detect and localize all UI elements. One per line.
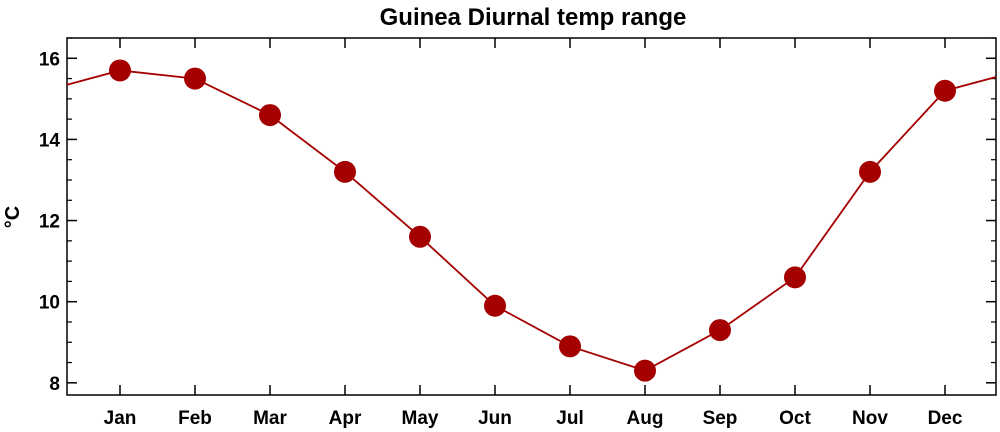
data-markers	[109, 59, 956, 382]
data-point-aug	[634, 359, 656, 382]
y-axis-label: °C	[2, 206, 24, 228]
data-point-oct	[784, 266, 806, 289]
x-tick-label: Sep	[703, 408, 738, 429]
axis-ticks	[67, 37, 996, 395]
data-point-jun	[484, 294, 506, 317]
x-tick-label: Dec	[928, 408, 963, 429]
data-point-jul	[559, 335, 581, 358]
data-point-may	[409, 225, 431, 248]
data-point-mar	[259, 104, 281, 127]
y-tick-label: 10	[39, 293, 60, 314]
x-tick-label: Jun	[478, 408, 512, 429]
data-point-nov	[859, 160, 881, 183]
x-tick-label: Oct	[779, 408, 811, 429]
y-tick-label: 12	[39, 212, 60, 233]
chart-title: Guinea Diurnal temp range	[380, 4, 687, 31]
x-tick-label: Apr	[329, 408, 362, 429]
x-tick-label: Jul	[556, 408, 583, 429]
y-tick-label: 8	[49, 374, 60, 395]
x-tick-label: Nov	[852, 408, 888, 429]
x-tick-label: May	[402, 408, 439, 429]
plot-frame	[66, 37, 997, 396]
y-tick-labels: 8 10 12 14 16	[39, 49, 61, 395]
x-tick-label: Jan	[104, 408, 137, 429]
x-tick-labels: Jan Feb Mar Apr May Jun Jul Aug Sep Oct Nov Dec	[104, 408, 963, 429]
x-tick-label: Mar	[253, 408, 287, 429]
data-point-apr	[334, 160, 356, 183]
data-point-sep	[709, 319, 731, 342]
y-tick-label: 16	[39, 49, 60, 70]
data-point-dec	[934, 79, 956, 102]
data-point-jan	[109, 59, 131, 82]
x-tick-label: Feb	[178, 408, 212, 429]
data-point-feb	[184, 67, 206, 90]
series-line	[66, 69, 997, 372]
y-tick-label: 14	[39, 130, 61, 151]
x-tick-label: Aug	[627, 408, 664, 429]
